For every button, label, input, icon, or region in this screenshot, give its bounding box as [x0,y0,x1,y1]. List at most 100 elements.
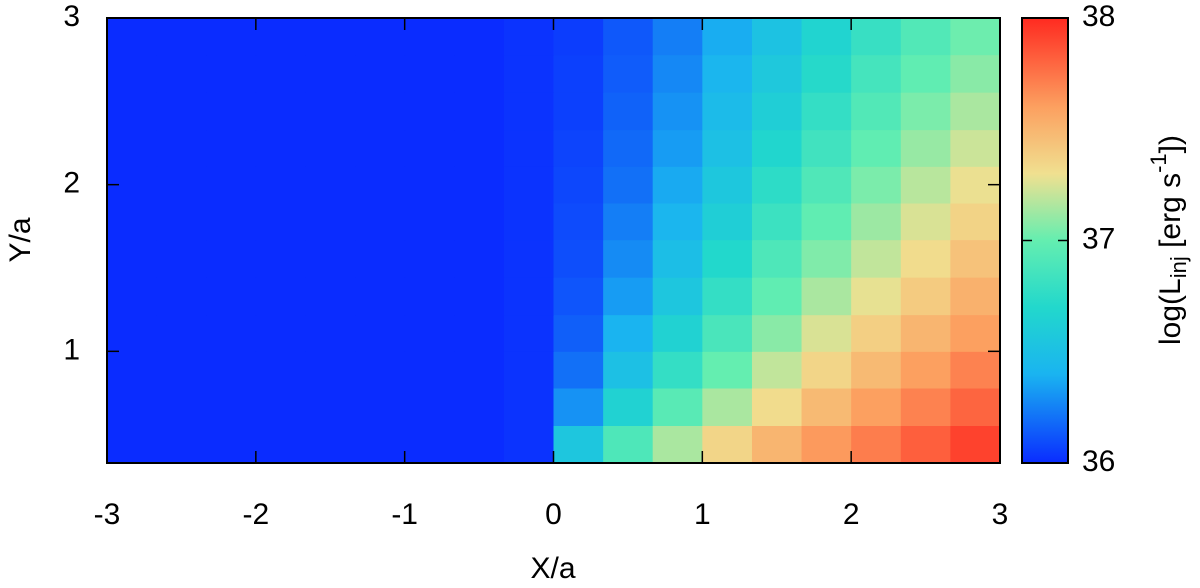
heatmap-cell [404,166,455,204]
heatmap-cell [702,314,753,352]
heatmap-cell [751,92,803,131]
heatmap-cell [900,388,951,426]
x-axis-label: X/a [530,552,575,583]
heatmap-cell [603,388,654,426]
heatmap-cell [900,18,951,56]
heatmap-cell [751,425,803,464]
heatmap-cell [454,166,505,204]
heatmap-cell [751,203,803,241]
x-tick-label: 0 [545,498,562,531]
heatmap-cell [851,129,902,167]
heatmap-cell [305,92,356,131]
heatmap-cell [801,203,852,241]
colorbar-label-sup: -1 [1146,153,1171,173]
heatmap-cell [702,203,753,241]
heatmap-cell [255,314,306,352]
heatmap-cell [206,203,257,241]
heatmap-cell [107,129,158,167]
colorbar-label-part: ]) [1154,135,1187,153]
heatmap-cell [553,314,604,352]
heatmap-cell [950,92,1001,131]
heatmap-cell [553,92,604,131]
heatmap-cell [652,351,703,389]
colorbar-label: log(Linj [erg s-1]) [1146,135,1191,345]
heatmap-cell [156,166,207,204]
heatmap-cell [553,351,604,389]
heatmap-cell [900,239,951,278]
heatmap-cell [404,18,455,56]
heatmap-cell [603,277,654,316]
heatmap-cell [652,54,703,93]
heatmap-cell [454,388,505,426]
heatmap-cell [702,166,753,204]
heatmap-cell [603,54,654,93]
heatmap-cell [801,314,852,352]
heatmap-cell [702,92,753,131]
heatmap-cell [702,239,753,278]
heatmap-cell [652,277,703,316]
y-tick-label: 3 [63,0,80,33]
heatmap-cell [156,425,207,464]
x-tick-label: 1 [694,498,711,531]
heatmap-cell [652,18,703,56]
heatmap-cell [751,314,803,352]
heatmap-cell [503,351,554,389]
heatmap-cell [255,239,306,278]
heatmap-cell [553,166,604,204]
heatmap-cell [553,388,604,426]
heatmap-cell [355,54,406,93]
heatmap-cell [156,351,207,389]
heatmap-cell [107,92,158,131]
heatmap-cell [404,92,455,131]
heatmap-cell [404,388,455,426]
heatmap-cell [404,425,455,464]
heatmap-cell [652,129,703,167]
heatmap-cell [107,203,158,241]
heatmap-cell [900,351,951,389]
heatmap-cell [355,166,406,204]
heatmap-cell [305,166,356,204]
heatmap-cell [355,351,406,389]
heatmap-cell [156,388,207,426]
heatmap-cell [751,18,803,56]
heatmap-cell [801,388,852,426]
heatmap-cells [107,18,1001,464]
heatmap-cell [503,129,554,167]
heatmap-cell [355,277,406,316]
heatmap-cell [454,18,505,56]
heatmap-cell [801,277,852,316]
heatmap-cell [900,314,951,352]
heatmap-cell [255,351,306,389]
heatmap-cell [801,425,852,464]
heatmap-cell [652,239,703,278]
heatmap-cell [801,239,852,278]
heatmap-cell [305,351,356,389]
heatmap-cell [404,54,455,93]
heatmap-cell [206,314,257,352]
heatmap-cell [900,425,951,464]
heatmap-cell [255,54,306,93]
heatmap-cell [851,203,902,241]
heatmap-cell [603,18,654,56]
heatmap-cell [206,129,257,167]
heatmap-cell [355,239,406,278]
heatmap-cell [503,203,554,241]
heatmap-cell [751,54,803,93]
heatmap-cell [156,92,207,131]
heatmap-cell [305,425,356,464]
heatmap-cell [206,54,257,93]
heatmap-cell [553,54,604,93]
heatmap-cell [553,203,604,241]
heatmap-cell [702,425,753,464]
heatmap-cell [851,239,902,278]
heatmap-cell [107,388,158,426]
x-tick-label: -3 [94,498,121,531]
heatmap-cell [355,203,406,241]
heatmap-cell [206,166,257,204]
heatmap-cell [950,425,1001,464]
heatmap-cell [503,239,554,278]
heatmap-cell [751,351,803,389]
heatmap-cell [107,314,158,352]
heatmap-cell [503,314,554,352]
